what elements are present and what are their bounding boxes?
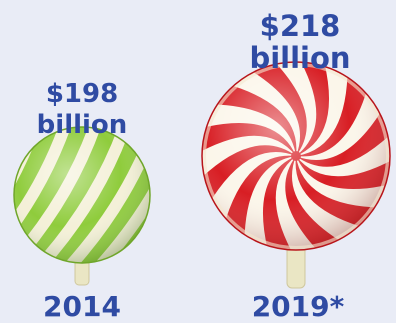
category-label-2014: 2014	[43, 290, 121, 323]
data-label-2019-line1: $218	[260, 9, 341, 43]
candy-stripe	[14, 127, 18, 263]
data-label-2014-line2: billion	[37, 110, 128, 140]
data-label-2019-line2: billion	[249, 41, 350, 75]
category-label-2019: 2019*	[252, 290, 345, 323]
data-label-2014-line1: $198	[46, 79, 118, 109]
bar-2019-lollipop	[201, 61, 391, 251]
